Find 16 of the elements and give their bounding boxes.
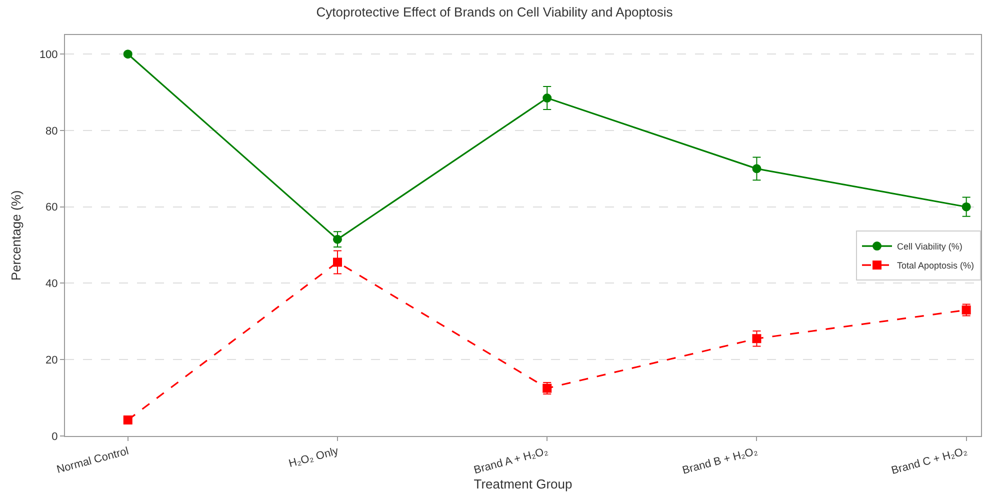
x-tick-label: Brand A + H₂O₂ xyxy=(472,445,550,477)
y-tick-label: 40 xyxy=(46,278,58,290)
y-tick-label: 20 xyxy=(46,354,58,366)
x-tick-label: Brand B + H₂O₂ xyxy=(681,445,759,477)
y-tick-label: 0 xyxy=(52,430,58,443)
y-tick-label: 80 xyxy=(46,125,58,138)
y-axis-title: Percentage (%) xyxy=(8,190,24,281)
x-tick-label: Normal Control xyxy=(56,445,130,476)
legend-label: Cell Viability (%) xyxy=(897,242,962,252)
x-axis-title: Treatment Group xyxy=(474,476,572,492)
y-tick-label: 100 xyxy=(39,48,58,61)
x-tick-label: Brand C + H₂O₂ xyxy=(890,445,969,478)
chart-title: Cytoprotective Effect of Brands on Cell Viability and Apoptosis xyxy=(316,4,674,20)
x-tick-label: H₂O₂ Only xyxy=(288,445,340,470)
y-tick-label: 60 xyxy=(46,202,58,214)
legend-label: Total Apoptosis (%) xyxy=(897,260,974,271)
